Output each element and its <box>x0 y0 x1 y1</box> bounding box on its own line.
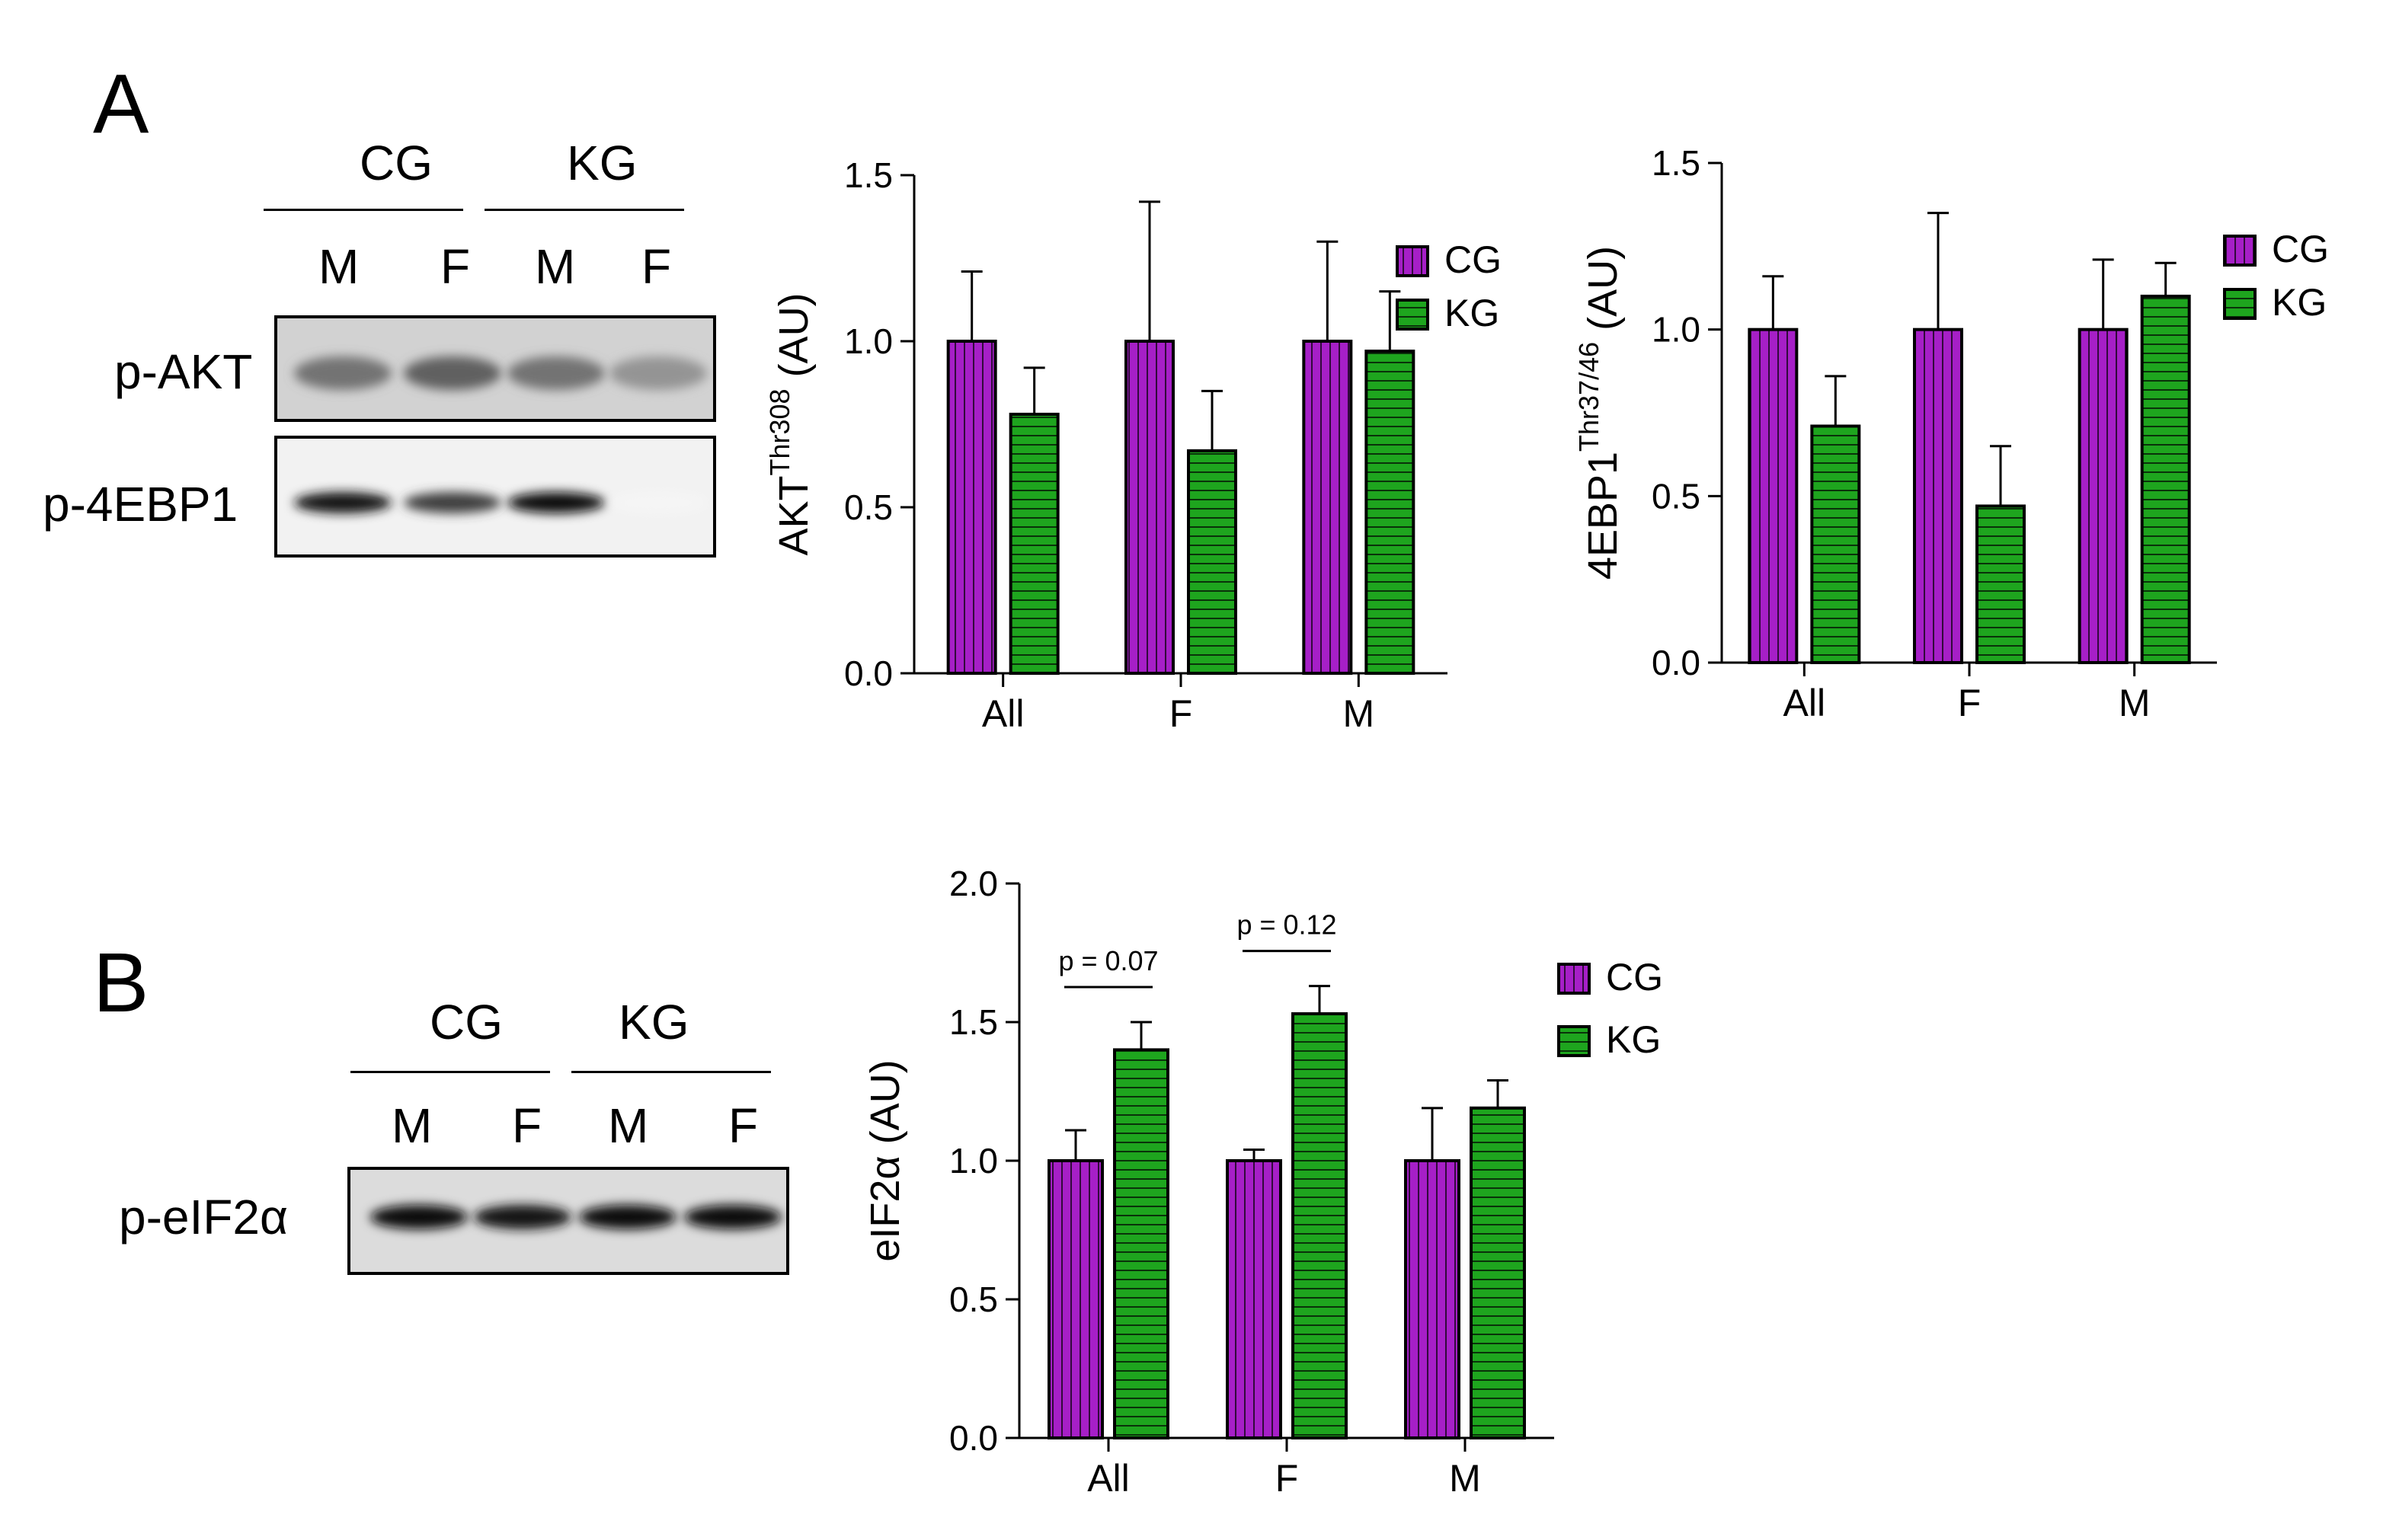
bar-kg-all <box>1113 1048 1169 1439</box>
panel-letter-a: A <box>93 57 149 151</box>
x-tick-label-all: All <box>982 692 1025 735</box>
p-value-annotation: p = 0.07 <box>1058 945 1158 976</box>
blot-b-lane-1: M <box>392 1098 433 1153</box>
bar-kg-f <box>1291 1012 1348 1439</box>
y-tick-label: 0.5 <box>844 487 893 527</box>
bar-cg-all <box>1748 327 1799 664</box>
chart-eif2a: 0.0 0.5 1.0 1.5 2.0 All F Mp = 0.07 p = 0.12 eIF2… <box>862 864 1663 1500</box>
bar-cg-f <box>1124 340 1175 675</box>
bar-cg-all <box>1048 1159 1104 1439</box>
y-tick-label: 1.0 <box>844 321 893 361</box>
legend-label-kg: KG <box>1444 292 1499 334</box>
legend-swatch-cg <box>1396 245 1429 277</box>
p-value-annotation: p = 0.12 <box>1236 909 1336 941</box>
legend-swatch-kg <box>1557 1025 1591 1057</box>
bar-kg-all <box>1009 412 1060 675</box>
bar-cg-f <box>1913 327 1963 664</box>
blot-row-label-p-4ebp1: p-4EBP1 <box>43 477 238 532</box>
blot-p-akt-band-3 <box>507 356 605 390</box>
bar-cg-m <box>1302 340 1353 675</box>
blot-a-lane-1: M <box>318 239 360 294</box>
y-tick-label: 0.5 <box>1652 476 1700 516</box>
blot-b-lane-2: F <box>512 1098 542 1153</box>
legend-swatch-cg <box>2223 235 2257 267</box>
blot-p-eif2a-band-4 <box>684 1205 782 1229</box>
blot-b-lane-3: M <box>608 1098 649 1153</box>
bar-cg-f <box>1226 1159 1282 1439</box>
bar-kg-all <box>1810 424 1861 664</box>
legend-swatch-kg <box>1396 299 1429 331</box>
y-tick-label: 0.5 <box>949 1280 998 1319</box>
blot-a-lane-2: F <box>440 239 471 294</box>
blot-p-akt-band-4 <box>609 356 707 390</box>
chart-4ebp1-thr37-46: 0.0 0.5 1.0 1.5 All F M 4EBP1Thr37/46 (AU) CG KG <box>1573 143 2329 724</box>
blot-a-lane-3: M <box>535 239 576 294</box>
y-tick-label: 0.0 <box>844 653 893 693</box>
bar-kg-f <box>1187 449 1237 675</box>
blot-a-group-line-kg <box>485 209 684 211</box>
x-tick-label-all: All <box>1783 682 1826 724</box>
blot-b-group-cg: CG <box>430 995 503 1050</box>
blot-row-label-p-eif2a: p-eIF2α <box>119 1190 288 1244</box>
y-tick-label: 0.0 <box>949 1418 998 1458</box>
y-tick-label: 1.0 <box>949 1141 998 1181</box>
y-axis-label: eIF2α (AU) <box>862 1059 908 1261</box>
x-tick-label-all: All <box>1087 1457 1130 1500</box>
y-tick-label: 1.0 <box>1652 310 1700 350</box>
blot-p-eif2a-band-3 <box>579 1205 677 1229</box>
chart-akt-thr308: 0.0 0.5 1.0 1.5 All F M AKTThr308 (AU) CG KG <box>764 155 1502 735</box>
y-axis-label: AKTThr308 (AU) <box>764 292 817 555</box>
bar-kg-m <box>1364 350 1415 675</box>
x-tick-label-f: F <box>1169 692 1193 735</box>
blot-a-group-cg: CG <box>360 136 433 190</box>
blot-p-akt-band-2 <box>404 356 501 390</box>
blot-p-4ebp1-band-4 <box>609 492 707 513</box>
legend-label-kg: KG <box>1606 1018 1661 1061</box>
bar-cg-m <box>1404 1159 1460 1439</box>
blot-p-akt-band-1 <box>294 356 392 390</box>
bar-kg-f <box>1975 504 2026 664</box>
y-tick-label: 1.5 <box>844 155 893 195</box>
legend-swatch-kg <box>2223 288 2257 320</box>
blot-a-group-line-cg <box>264 209 463 211</box>
blot-b-group-kg: KG <box>619 995 689 1050</box>
bar-cg-m <box>2078 327 2129 664</box>
blot-b-lane-4: F <box>728 1098 759 1153</box>
panel-letter-b: B <box>93 936 149 1030</box>
blot-b-group-line-cg <box>350 1071 550 1073</box>
legend-label-cg: CG <box>1444 238 1502 281</box>
bar-kg-m <box>2140 294 2191 665</box>
blot-a-lane-4: F <box>641 239 672 294</box>
y-tick-label: 1.5 <box>949 1002 998 1042</box>
legend-label-kg: KG <box>2272 281 2327 324</box>
x-tick-label-f: F <box>1275 1457 1299 1500</box>
y-tick-label: 2.0 <box>949 864 998 903</box>
blot-image-p-4ebp1 <box>274 436 716 558</box>
legend-label-cg: CG <box>1606 956 1663 998</box>
y-tick-label: 0.0 <box>1652 643 1700 682</box>
y-tick-label: 1.5 <box>1652 143 1700 183</box>
blot-row-label-p-akt: p-AKT <box>114 344 253 399</box>
blot-b-group-line-kg <box>571 1071 771 1073</box>
blot-image-p-eif2a <box>347 1167 789 1275</box>
blot-p-eif2a-band-1 <box>370 1205 468 1229</box>
legend-swatch-cg <box>1557 963 1591 995</box>
x-tick-label-m: M <box>2119 682 2151 724</box>
blot-image-p-akt <box>274 315 716 422</box>
blot-p-4ebp1-band-2 <box>404 492 501 513</box>
x-tick-label-m: M <box>1449 1457 1481 1500</box>
x-tick-label-m: M <box>1343 692 1375 735</box>
y-axis-label: 4EBP1Thr37/46 (AU) <box>1573 246 1626 580</box>
blot-a-group-kg: KG <box>567 136 638 190</box>
blot-p-eif2a-band-2 <box>474 1205 571 1229</box>
x-tick-label-f: F <box>1958 682 1982 724</box>
legend-label-cg: CG <box>2272 228 2329 270</box>
bar-cg-all <box>946 340 997 675</box>
blot-p-4ebp1-band-1 <box>294 492 392 513</box>
bar-kg-m <box>1470 1106 1526 1439</box>
blot-p-4ebp1-band-3 <box>507 492 605 513</box>
